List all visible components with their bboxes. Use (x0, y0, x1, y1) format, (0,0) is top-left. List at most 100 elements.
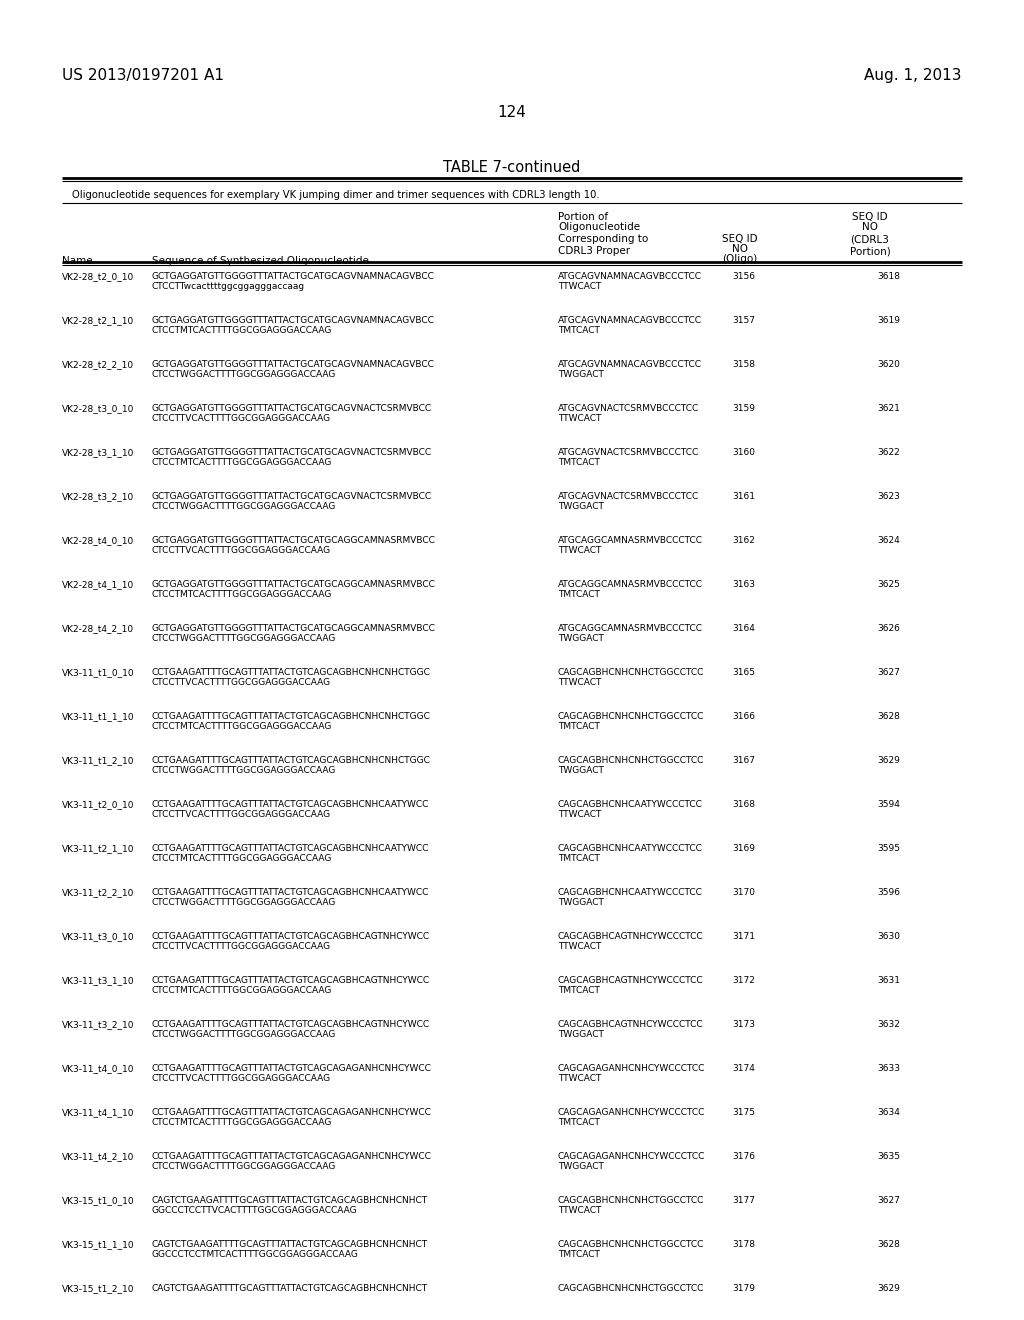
Text: CTCCTMTCACTTTTGGCGGAGGGACCAAG: CTCCTMTCACTTTTGGCGGAGGGACCAAG (152, 1118, 333, 1127)
Text: 124: 124 (498, 106, 526, 120)
Text: CTCCTWGGACTTTTGGCGGAGGGACCAAG: CTCCTWGGACTTTTGGCGGAGGGACCAAG (152, 898, 336, 907)
Text: Oligonucleotide: Oligonucleotide (558, 222, 640, 232)
Text: SEQ ID: SEQ ID (722, 234, 758, 244)
Text: CCTGAAGATTTTGCAGTTTATTACTGTCAGCAGBHCAGTNHCYWCC: CCTGAAGATTTTGCAGTTTATTACTGTCAGCAGBHCAGTN… (152, 975, 430, 985)
Text: 3622: 3622 (878, 447, 900, 457)
Text: (CDRL3: (CDRL3 (851, 234, 890, 244)
Text: VK3-11_t2_2_10: VK3-11_t2_2_10 (62, 888, 134, 898)
Text: ATGCAGVNACTCSRMVBCCCTCC: ATGCAGVNACTCSRMVBCCCTCC (558, 404, 699, 413)
Text: TMTCACT: TMTCACT (558, 854, 600, 863)
Text: 3170: 3170 (732, 888, 755, 898)
Text: 3160: 3160 (732, 447, 755, 457)
Text: 3178: 3178 (732, 1239, 755, 1249)
Text: TTWCACT: TTWCACT (558, 942, 601, 950)
Text: GCTGAGGATGTTGGGGTTTATTACTGCATGCAGVNAMNACAGVBCC: GCTGAGGATGTTGGGGTTTATTACTGCATGCAGVNAMNAC… (152, 315, 435, 325)
Text: VK2-28_t3_1_10: VK2-28_t3_1_10 (62, 447, 134, 457)
Text: CDRL3 Proper: CDRL3 Proper (558, 246, 630, 256)
Text: CAGTCTGAAGATTTTGCAGTTTATTACTGTCAGCAGBHCNHCNHCT: CAGTCTGAAGATTTTGCAGTTTATTACTGTCAGCAGBHCN… (152, 1239, 428, 1249)
Text: VK2-28_t2_0_10: VK2-28_t2_0_10 (62, 272, 134, 281)
Text: 3619: 3619 (877, 315, 900, 325)
Text: Portion): Portion) (850, 246, 891, 256)
Text: CTCCTTVCACTTTTGGCGGAGGGACCAAG: CTCCTTVCACTTTTGGCGGAGGGACCAAG (152, 678, 331, 686)
Text: CAGCAGBHCNHCAATYWCCCTCC: CAGCAGBHCNHCAATYWCCCTCC (558, 888, 702, 898)
Text: 3625: 3625 (878, 579, 900, 589)
Text: GCTGAGGATGTTGGGGTTTATTACTGCATGCAGGCAMNASRMVBCC: GCTGAGGATGTTGGGGTTTATTACTGCATGCAGGCAMNAS… (152, 536, 436, 545)
Text: GCTGAGGATGTTGGGGTTTATTACTGCATGCAGVNAMNACAGVBCC: GCTGAGGATGTTGGGGTTTATTACTGCATGCAGVNAMNAC… (152, 272, 435, 281)
Text: 3165: 3165 (732, 668, 755, 677)
Text: VK3-11_t4_1_10: VK3-11_t4_1_10 (62, 1107, 134, 1117)
Text: 3162: 3162 (732, 536, 755, 545)
Text: TMTCACT: TMTCACT (558, 1250, 600, 1259)
Text: CAGCAGBHCNHCAATYWCCCTCC: CAGCAGBHCNHCAATYWCCCTCC (558, 800, 702, 809)
Text: TWGGACT: TWGGACT (558, 502, 604, 511)
Text: CTCCTWGGACTTTTGGCGGAGGGACCAAG: CTCCTWGGACTTTTGGCGGAGGGACCAAG (152, 634, 336, 643)
Text: 3620: 3620 (878, 360, 900, 370)
Text: 3627: 3627 (878, 668, 900, 677)
Text: VK2-28_t2_2_10: VK2-28_t2_2_10 (62, 360, 134, 370)
Text: GGCCCTCCTTVCACTTTTGGCGGAGGGACCAAG: GGCCCTCCTTVCACTTTTGGCGGAGGGACCAAG (152, 1206, 357, 1214)
Text: 3171: 3171 (732, 932, 755, 941)
Text: TTWCACT: TTWCACT (558, 678, 601, 686)
Text: GCTGAGGATGTTGGGGTTTATTACTGCATGCAGVNACTCSRMVBCC: GCTGAGGATGTTGGGGTTTATTACTGCATGCAGVNACTCS… (152, 404, 432, 413)
Text: NO: NO (862, 222, 878, 232)
Text: 3628: 3628 (878, 1239, 900, 1249)
Text: CCTGAAGATTTTGCAGTTTATTACTGTCAGCAGBHCNHCNHCTGGC: CCTGAAGATTTTGCAGTTTATTACTGTCAGCAGBHCNHCN… (152, 711, 431, 721)
Text: ATGCAGGCAMNASRMVBCCCTCC: ATGCAGGCAMNASRMVBCCCTCC (558, 579, 703, 589)
Text: VK3-11_t3_0_10: VK3-11_t3_0_10 (62, 932, 134, 941)
Text: CTCCTMTCACTTTTGGCGGAGGGACCAAG: CTCCTMTCACTTTTGGCGGAGGGACCAAG (152, 986, 333, 995)
Text: CAGCAGBHCAGTNHCYWCCCTCC: CAGCAGBHCAGTNHCYWCCCTCC (558, 1020, 703, 1030)
Text: CAGCAGBHCAGTNHCYWCCCTCC: CAGCAGBHCAGTNHCYWCCCTCC (558, 932, 703, 941)
Text: 3157: 3157 (732, 315, 755, 325)
Text: ATGCAGVNACTCSRMVBCCCTCC: ATGCAGVNACTCSRMVBCCCTCC (558, 492, 699, 502)
Text: 3169: 3169 (732, 843, 755, 853)
Text: VK3-15_t1_1_10: VK3-15_t1_1_10 (62, 1239, 134, 1249)
Text: CAGCAGBHCAGTNHCYWCCCTCC: CAGCAGBHCAGTNHCYWCCCTCC (558, 975, 703, 985)
Text: CAGCAGBHCNHCNHCTGGCCTCC: CAGCAGBHCNHCNHCTGGCCTCC (558, 668, 705, 677)
Text: CTCCTTVCACTTTTGGCGGAGGGACCAAG: CTCCTTVCACTTTTGGCGGAGGGACCAAG (152, 1074, 331, 1082)
Text: VK3-11_t4_0_10: VK3-11_t4_0_10 (62, 1064, 134, 1073)
Text: 3174: 3174 (732, 1064, 755, 1073)
Text: TWGGACT: TWGGACT (558, 766, 604, 775)
Text: TMTCACT: TMTCACT (558, 986, 600, 995)
Text: CTCCTMTCACTTTTGGCGGAGGGACCAAG: CTCCTMTCACTTTTGGCGGAGGGACCAAG (152, 854, 333, 863)
Text: (Oligo): (Oligo) (722, 253, 758, 264)
Text: GGCCCTCCTMTCACTTTTGGCGGAGGGACCAAG: GGCCCTCCTMTCACTTTTGGCGGAGGGACCAAG (152, 1250, 358, 1259)
Text: 3175: 3175 (732, 1107, 755, 1117)
Text: 3621: 3621 (878, 404, 900, 413)
Text: VK3-11_t1_2_10: VK3-11_t1_2_10 (62, 756, 134, 766)
Text: 3177: 3177 (732, 1196, 755, 1205)
Text: 3172: 3172 (732, 975, 755, 985)
Text: 3618: 3618 (877, 272, 900, 281)
Text: CAGCAGAGANHCNHCYWCCCTCC: CAGCAGAGANHCNHCYWCCCTCC (558, 1107, 706, 1117)
Text: 3167: 3167 (732, 756, 755, 766)
Text: VK2-28_t4_2_10: VK2-28_t4_2_10 (62, 624, 134, 634)
Text: CAGCAGAGANHCNHCYWCCCTCC: CAGCAGAGANHCNHCYWCCCTCC (558, 1064, 706, 1073)
Text: CAGCAGBHCNHCNHCTGGCCTCC: CAGCAGBHCNHCNHCTGGCCTCC (558, 711, 705, 721)
Text: VK2-28_t4_1_10: VK2-28_t4_1_10 (62, 579, 134, 589)
Text: 3168: 3168 (732, 800, 755, 809)
Text: CTCCTWGGACTTTTGGCGGAGGGACCAAG: CTCCTWGGACTTTTGGCGGAGGGACCAAG (152, 1162, 336, 1171)
Text: 3624: 3624 (878, 536, 900, 545)
Text: VK3-11_t4_2_10: VK3-11_t4_2_10 (62, 1152, 134, 1162)
Text: ATGCAGVNAMNACAGVBCCCTCC: ATGCAGVNAMNACAGVBCCCTCC (558, 360, 702, 370)
Text: 3156: 3156 (732, 272, 755, 281)
Text: CCTGAAGATTTTGCAGTTTATTACTGTCAGCAGAGANHCNHCYWCC: CCTGAAGATTTTGCAGTTTATTACTGTCAGCAGAGANHCN… (152, 1107, 432, 1117)
Text: CCTGAAGATTTTGCAGTTTATTACTGTCAGCAGBHCNHCNHCTGGC: CCTGAAGATTTTGCAGTTTATTACTGTCAGCAGBHCNHCN… (152, 668, 431, 677)
Text: ATGCAGGCAMNASRMVBCCCTCC: ATGCAGGCAMNASRMVBCCCTCC (558, 536, 703, 545)
Text: CTCCTMTCACTTTTGGCGGAGGGACCAAG: CTCCTMTCACTTTTGGCGGAGGGACCAAG (152, 722, 333, 731)
Text: CCTGAAGATTTTGCAGTTTATTACTGTCAGCAGBHCNHCAATYWCC: CCTGAAGATTTTGCAGTTTATTACTGTCAGCAGBHCNHCA… (152, 800, 429, 809)
Text: CTCCTTVCACTTTTGGCGGAGGGACCAAG: CTCCTTVCACTTTTGGCGGAGGGACCAAG (152, 414, 331, 422)
Text: CAGCAGBHCNHCNHCTGGCCTCC: CAGCAGBHCNHCNHCTGGCCTCC (558, 756, 705, 766)
Text: VK3-11_t3_2_10: VK3-11_t3_2_10 (62, 1020, 134, 1030)
Text: Corresponding to: Corresponding to (558, 234, 648, 244)
Text: Sequence of Synthesized Oligonucleotide: Sequence of Synthesized Oligonucleotide (152, 256, 369, 267)
Text: CTCCTMTCACTTTTGGCGGAGGGACCAAG: CTCCTMTCACTTTTGGCGGAGGGACCAAG (152, 326, 333, 335)
Text: CTCCTMTCACTTTTGGCGGAGGGACCAAG: CTCCTMTCACTTTTGGCGGAGGGACCAAG (152, 458, 333, 467)
Text: CAGCAGBHCNHCNHCTGGCCTCC: CAGCAGBHCNHCNHCTGGCCTCC (558, 1284, 705, 1294)
Text: CTCCTWGGACTTTTGGCGGAGGGACCAAG: CTCCTWGGACTTTTGGCGGAGGGACCAAG (152, 766, 336, 775)
Text: CTCCTWGGACTTTTGGCGGAGGGACCAAG: CTCCTWGGACTTTTGGCGGAGGGACCAAG (152, 370, 336, 379)
Text: TWGGACT: TWGGACT (558, 370, 604, 379)
Text: VK3-11_t3_1_10: VK3-11_t3_1_10 (62, 975, 134, 985)
Text: 3628: 3628 (878, 711, 900, 721)
Text: CAGCAGBHCNHCNHCTGGCCTCC: CAGCAGBHCNHCNHCTGGCCTCC (558, 1239, 705, 1249)
